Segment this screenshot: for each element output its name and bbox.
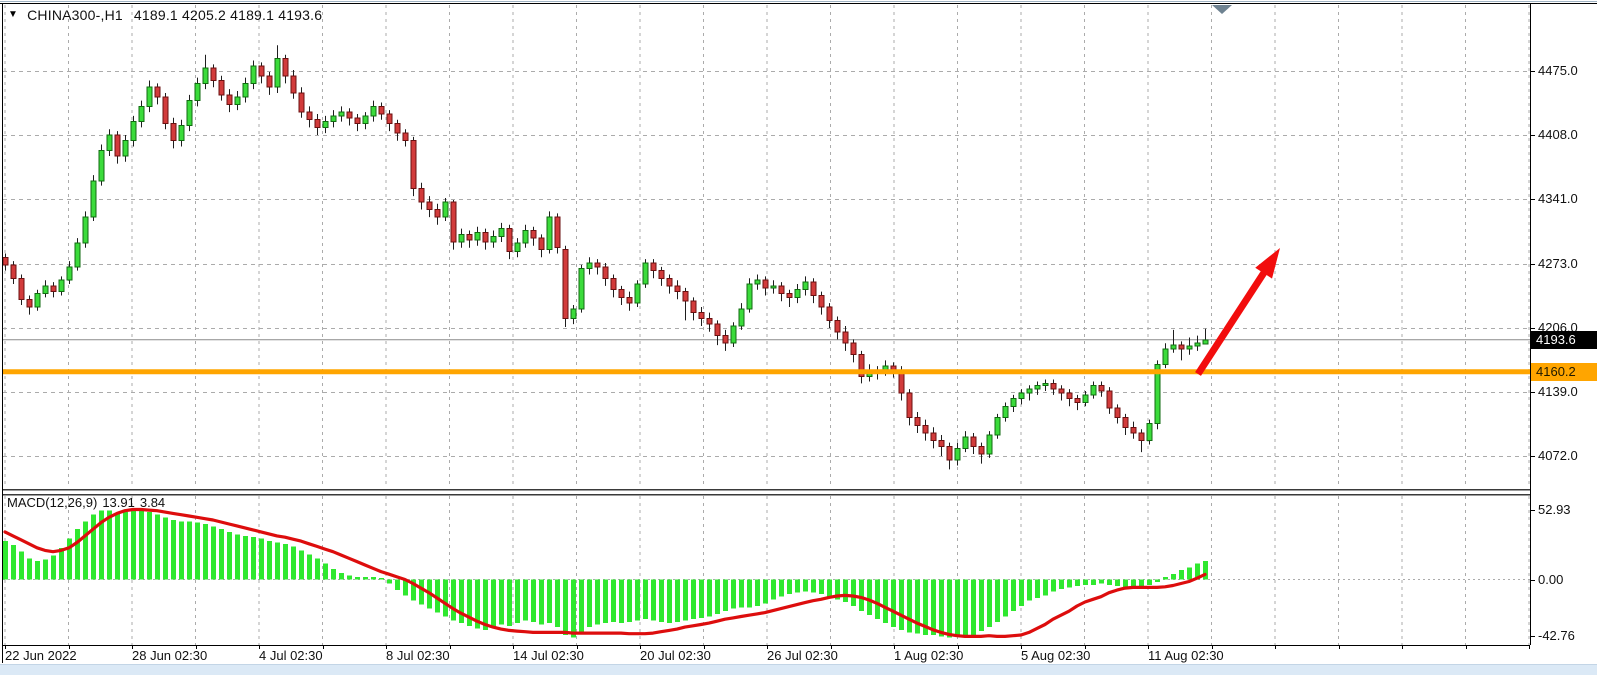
- time-axis-label: 8 Jul 02:30: [386, 648, 450, 663]
- symbol-dropdown-icon[interactable]: ▼: [8, 9, 19, 20]
- time-axis-label: 11 Aug 02:30: [1148, 648, 1224, 663]
- time-axis-label: 4 Jul 02:30: [259, 648, 323, 663]
- candles-group: [2, 45, 1209, 470]
- macd-name: MACD(12,26,9): [7, 495, 98, 510]
- time-axis-label: 1 Aug 02:30: [894, 648, 964, 663]
- ohlc-values: 4189.1 4205.2 4189.1 4193.6: [133, 7, 323, 23]
- price-axis-label: 4072.0: [1538, 448, 1578, 463]
- price-axis-label: 4408.0: [1538, 127, 1578, 142]
- macd-axis-label: 0.00: [1538, 572, 1564, 587]
- chart-title: ▼ CHINA300-,H1 4189.1 4205.2 4189.1 4193…: [8, 7, 322, 23]
- macd-axis-label: 52.93: [1538, 502, 1571, 517]
- macd-signal-line: [3, 507, 1207, 639]
- macd-axis-label: -42.76: [1538, 628, 1575, 643]
- time-axis-label: 28 Jun 02:30: [132, 648, 208, 663]
- macd-indicator-label: MACD(12,26,9) 13.91 3.84: [7, 495, 170, 510]
- chart-shift-marker-icon[interactable]: [1212, 5, 1232, 14]
- price-axis-label: 4475.0: [1538, 63, 1578, 78]
- time-axis-label: 20 Jul 02:30: [640, 648, 711, 663]
- price-axis-label: 4139.0: [1538, 384, 1578, 399]
- hline-price-tag: 4160.2: [1531, 363, 1597, 381]
- price-axis-label: 4273.0: [1538, 256, 1578, 271]
- symbol-period-label: CHINA300-,H1: [27, 7, 123, 23]
- time-axis-label: 22 Jun 2022: [5, 648, 77, 663]
- time-axis-label: 14 Jul 02:30: [513, 648, 584, 663]
- macd-signal-value: 3.84: [139, 495, 166, 510]
- price-axis-label: 4341.0: [1538, 191, 1578, 206]
- bottom-strip: [0, 664, 1597, 675]
- current-price-tag: 4193.6: [1531, 331, 1597, 349]
- macd-histogram: [3, 510, 1208, 638]
- axis-ticks: [5, 71, 1535, 649]
- time-axis-label: 5 Aug 02:30: [1021, 648, 1091, 663]
- trend-arrow[interactable]: [1195, 248, 1280, 376]
- time-axis-label: 26 Jul 02:30: [767, 648, 838, 663]
- macd-main-value: 13.91: [102, 495, 135, 510]
